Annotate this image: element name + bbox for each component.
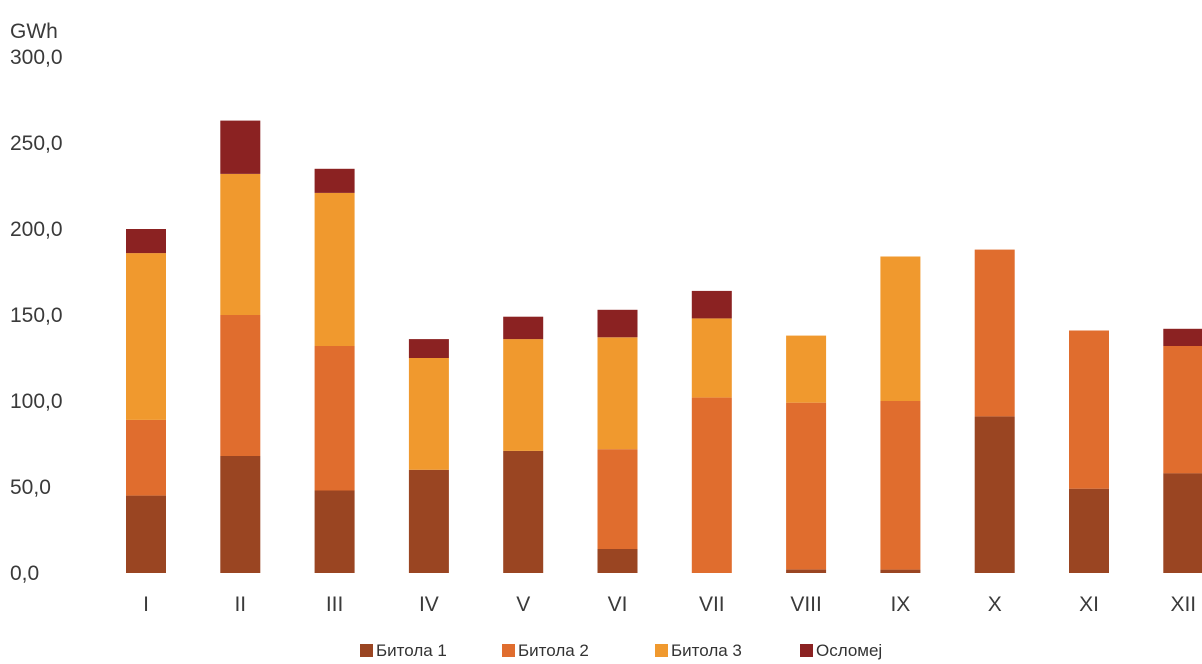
y-tick-label: 150,0 bbox=[10, 304, 63, 327]
bar-segment bbox=[1163, 328, 1202, 346]
bar-segment bbox=[220, 456, 261, 573]
legend-item: Битола 2 bbox=[502, 641, 589, 660]
legend-item: Битола 1 bbox=[360, 641, 447, 660]
legend-label: Осломеј bbox=[816, 641, 882, 660]
x-tick-label: XI bbox=[1079, 593, 1099, 616]
bar-segment bbox=[597, 337, 638, 450]
y-tick-label: 200,0 bbox=[10, 218, 63, 241]
bar-segment bbox=[974, 249, 1015, 417]
bar-segment bbox=[314, 490, 355, 573]
bar-segment bbox=[974, 416, 1015, 573]
x-tick-label: VI bbox=[608, 593, 628, 616]
bar-segment bbox=[1163, 473, 1202, 573]
legend-label: Битола 1 bbox=[376, 641, 447, 660]
bar-segment bbox=[220, 120, 261, 174]
x-tick-label: I bbox=[143, 593, 149, 616]
x-tick-label: X bbox=[988, 593, 1002, 616]
bar-segment bbox=[408, 469, 449, 573]
x-tick-label: IV bbox=[419, 593, 439, 616]
x-tick-label: VII bbox=[699, 593, 725, 616]
bar-segment bbox=[691, 290, 732, 319]
legend-label: Битола 3 bbox=[671, 641, 742, 660]
bar-segment bbox=[597, 449, 638, 549]
bar-segment bbox=[220, 315, 261, 456]
bar-segment bbox=[314, 346, 355, 491]
legend-swatch bbox=[800, 644, 813, 657]
bar-segment bbox=[408, 339, 449, 358]
y-tick-label: 50,0 bbox=[10, 476, 51, 499]
legend-item: Осломеј bbox=[800, 641, 882, 660]
bar-segment bbox=[880, 569, 921, 573]
bar-segment bbox=[314, 192, 355, 346]
bar-segment bbox=[880, 256, 921, 401]
x-tick-label: XII bbox=[1170, 593, 1196, 616]
bar-segment bbox=[786, 335, 827, 403]
bar-segment bbox=[503, 450, 544, 573]
y-tick-label: 300,0 bbox=[10, 46, 63, 69]
x-tick-label: IX bbox=[890, 593, 910, 616]
bar-segment bbox=[126, 229, 166, 254]
bar-segment bbox=[880, 401, 921, 570]
bar-segment bbox=[786, 402, 827, 570]
x-tick-label: V bbox=[516, 593, 530, 616]
bar-segment bbox=[597, 548, 638, 573]
x-tick-label: III bbox=[326, 593, 344, 616]
bar-segment bbox=[126, 419, 166, 496]
y-unit-label: GWh bbox=[10, 20, 58, 43]
bar-segment bbox=[1069, 330, 1109, 489]
bar-segment bbox=[126, 495, 166, 573]
x-tick-label: VIII bbox=[790, 593, 822, 616]
x-tick-label: II bbox=[234, 593, 246, 616]
y-tick-label: 250,0 bbox=[10, 132, 63, 155]
legend-swatch bbox=[655, 644, 668, 657]
bar-segment bbox=[314, 168, 355, 193]
bar-segment bbox=[691, 318, 732, 398]
bar-segment bbox=[786, 569, 827, 573]
y-tick-label: 0,0 bbox=[10, 562, 39, 585]
bar-segment bbox=[503, 316, 544, 340]
y-tick-label: 100,0 bbox=[10, 390, 63, 413]
legend-label: Битола 2 bbox=[518, 641, 589, 660]
bar-segment bbox=[691, 397, 732, 573]
bar-segment bbox=[408, 358, 449, 470]
legend-swatch bbox=[360, 644, 373, 657]
legend-item: Битола 3 bbox=[655, 641, 742, 660]
bar-segment bbox=[220, 174, 261, 315]
bar-segment bbox=[126, 253, 166, 420]
bar-segment bbox=[1069, 488, 1109, 573]
bar-segment bbox=[597, 309, 638, 338]
bar-segment bbox=[1163, 346, 1202, 474]
legend-swatch bbox=[502, 644, 515, 657]
bar-segment bbox=[503, 339, 544, 451]
